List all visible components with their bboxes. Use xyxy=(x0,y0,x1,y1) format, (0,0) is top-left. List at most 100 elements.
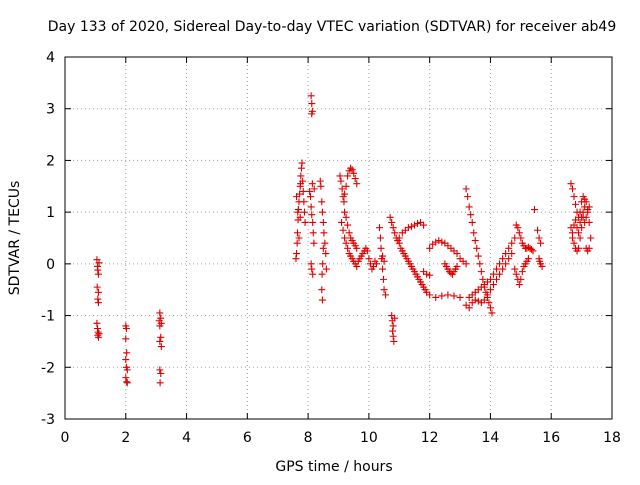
data-point xyxy=(319,260,327,268)
data-point xyxy=(581,218,589,226)
data-point xyxy=(338,218,346,226)
data-point xyxy=(336,172,344,180)
data-point xyxy=(508,239,516,247)
data-point xyxy=(572,216,580,224)
data-point xyxy=(489,270,497,278)
data-point xyxy=(94,288,102,296)
data-point xyxy=(156,322,164,330)
data-point xyxy=(308,110,316,118)
data-point xyxy=(536,257,544,265)
data-point xyxy=(376,234,384,242)
data-point xyxy=(517,234,525,242)
data-point xyxy=(300,208,308,216)
data-point xyxy=(502,250,510,258)
data-points xyxy=(93,92,595,387)
data-point xyxy=(341,234,349,242)
data-point xyxy=(538,262,546,270)
data-point xyxy=(344,221,352,229)
data-point xyxy=(307,203,315,211)
data-point xyxy=(573,224,581,232)
data-point xyxy=(414,220,422,228)
data-point xyxy=(157,369,165,377)
data-point xyxy=(534,226,542,234)
data-point xyxy=(94,266,102,274)
data-point xyxy=(570,193,578,201)
data-point xyxy=(585,244,593,252)
data-point xyxy=(320,229,328,237)
x-tick-label: 18 xyxy=(603,430,621,446)
data-point xyxy=(341,190,349,198)
y-tick-label: 1 xyxy=(46,205,55,221)
data-point xyxy=(321,239,329,247)
y-tick-label: 0 xyxy=(46,257,55,273)
data-point xyxy=(587,234,595,242)
data-point xyxy=(345,229,353,237)
data-point xyxy=(350,169,358,177)
data-point xyxy=(535,234,543,242)
grid-layer xyxy=(65,57,612,419)
data-point xyxy=(489,281,497,289)
data-point xyxy=(122,335,130,343)
data-point xyxy=(123,379,131,387)
y-tick-label: 2 xyxy=(46,153,55,169)
data-point xyxy=(432,238,440,246)
data-point xyxy=(582,213,590,221)
data-point xyxy=(471,296,479,304)
data-point xyxy=(438,238,446,246)
data-point xyxy=(511,265,519,273)
data-point xyxy=(410,221,418,229)
data-point xyxy=(453,250,461,258)
data-point xyxy=(294,208,302,216)
data-point xyxy=(502,260,510,268)
data-point xyxy=(307,260,315,268)
data-point xyxy=(94,295,102,303)
data-point xyxy=(293,250,301,258)
data-point xyxy=(318,286,326,294)
data-point xyxy=(293,239,301,247)
data-point xyxy=(156,379,164,387)
data-point xyxy=(156,337,164,345)
data-point xyxy=(301,218,309,226)
data-point xyxy=(468,218,476,226)
data-point xyxy=(122,356,130,364)
data-point xyxy=(576,234,584,242)
data-point xyxy=(496,270,504,278)
x-tick-label: 8 xyxy=(304,430,313,446)
data-point xyxy=(157,343,165,351)
data-point xyxy=(499,255,507,263)
data-point xyxy=(486,275,494,283)
data-point xyxy=(575,229,583,237)
data-point xyxy=(300,198,308,206)
data-point xyxy=(420,221,428,229)
x-tick-label: 4 xyxy=(182,430,191,446)
data-point xyxy=(479,275,487,283)
data-point xyxy=(572,200,580,208)
data-point xyxy=(438,292,446,300)
data-point xyxy=(322,250,330,258)
x-tick-label: 10 xyxy=(360,430,378,446)
data-point xyxy=(319,244,327,252)
data-point xyxy=(456,293,464,301)
data-point xyxy=(353,244,361,252)
data-point xyxy=(499,265,507,273)
data-point xyxy=(483,291,491,299)
data-point xyxy=(316,177,324,185)
data-point xyxy=(293,193,301,201)
data-point xyxy=(309,218,317,226)
plot-frame xyxy=(64,56,613,420)
data-point xyxy=(380,286,388,294)
data-point xyxy=(474,252,482,260)
data-point xyxy=(584,208,592,216)
data-point xyxy=(389,224,397,232)
data-point xyxy=(426,271,434,279)
data-point xyxy=(379,252,387,260)
data-point xyxy=(477,268,485,276)
data-point xyxy=(342,182,350,190)
data-point xyxy=(353,180,361,188)
data-point xyxy=(485,299,493,307)
data-point xyxy=(514,224,522,232)
data-point xyxy=(309,270,317,278)
data-point xyxy=(318,270,326,278)
